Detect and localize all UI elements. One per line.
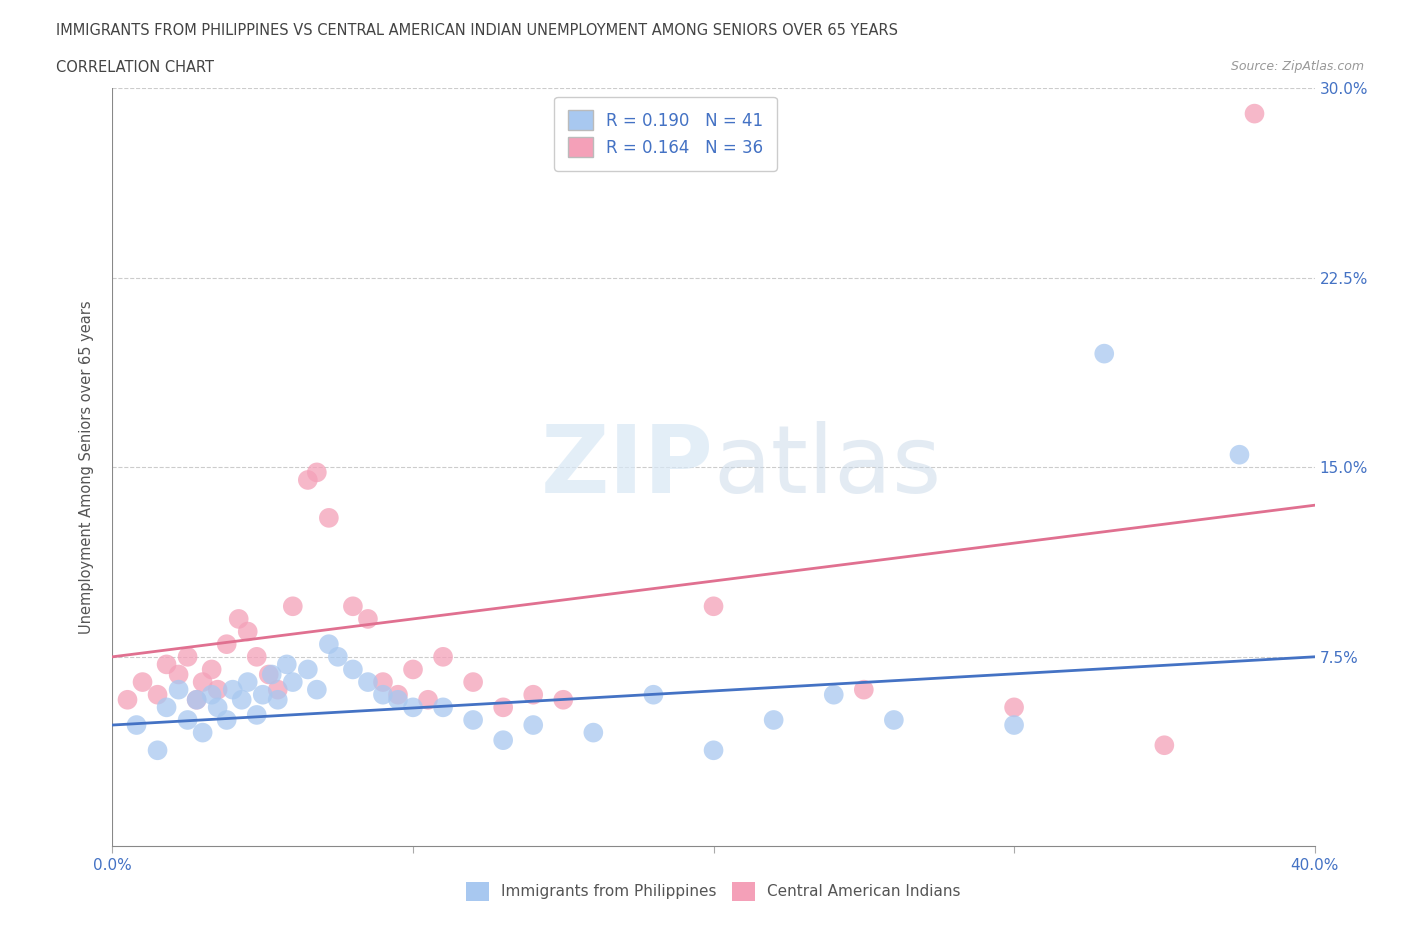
Point — [276, 657, 298, 671]
Point — [131, 674, 153, 689]
Point — [186, 692, 208, 707]
Point — [1229, 447, 1251, 462]
Point — [281, 674, 304, 689]
Point — [643, 687, 665, 702]
Point — [326, 649, 349, 664]
Point — [201, 662, 224, 677]
Point — [215, 637, 238, 652]
Point — [371, 674, 394, 689]
Point — [201, 687, 224, 702]
Point — [357, 612, 380, 627]
Point — [762, 712, 785, 727]
Point — [267, 692, 290, 707]
Point — [167, 667, 190, 682]
Legend: Immigrants from Philippines, Central American Indians: Immigrants from Philippines, Central Ame… — [460, 876, 967, 907]
Point — [191, 725, 214, 740]
Point — [1153, 737, 1175, 752]
Point — [260, 667, 283, 682]
Point — [257, 667, 280, 682]
Point — [215, 712, 238, 727]
Text: Source: ZipAtlas.com: Source: ZipAtlas.com — [1230, 60, 1364, 73]
Point — [207, 683, 229, 698]
Point — [432, 700, 454, 715]
Point — [176, 649, 198, 664]
Point — [702, 599, 725, 614]
Point — [155, 657, 177, 671]
Point — [702, 743, 725, 758]
Point — [305, 465, 328, 480]
Point — [1002, 700, 1025, 715]
Point — [582, 725, 605, 740]
Point — [1092, 346, 1115, 361]
Point — [402, 662, 425, 677]
Point — [1002, 718, 1025, 733]
Point — [155, 700, 177, 715]
Point — [236, 674, 259, 689]
Point — [461, 712, 484, 727]
Point — [281, 599, 304, 614]
Point — [297, 662, 319, 677]
Point — [246, 649, 269, 664]
Point — [342, 599, 364, 614]
Point — [252, 687, 274, 702]
Point — [416, 692, 439, 707]
Text: CORRELATION CHART: CORRELATION CHART — [56, 60, 214, 75]
Point — [461, 674, 484, 689]
Point — [522, 718, 544, 733]
Point — [883, 712, 905, 727]
Point — [823, 687, 845, 702]
Point — [402, 700, 425, 715]
Point — [387, 692, 409, 707]
Point — [186, 692, 208, 707]
Point — [852, 683, 875, 698]
Point — [167, 683, 190, 698]
Point — [246, 708, 269, 723]
Point — [146, 687, 169, 702]
Point — [371, 687, 394, 702]
Point — [305, 683, 328, 698]
Text: IMMIGRANTS FROM PHILIPPINES VS CENTRAL AMERICAN INDIAN UNEMPLOYMENT AMONG SENIOR: IMMIGRANTS FROM PHILIPPINES VS CENTRAL A… — [56, 23, 898, 38]
Point — [318, 637, 340, 652]
Point — [387, 687, 409, 702]
Point — [207, 700, 229, 715]
Point — [342, 662, 364, 677]
Point — [492, 700, 515, 715]
Point — [492, 733, 515, 748]
Point — [117, 692, 139, 707]
Point — [318, 511, 340, 525]
Point — [191, 674, 214, 689]
Point — [125, 718, 148, 733]
Point — [297, 472, 319, 487]
Point — [236, 624, 259, 639]
Point — [267, 683, 290, 698]
Point — [522, 687, 544, 702]
Text: ZIP: ZIP — [541, 421, 713, 513]
Text: atlas: atlas — [713, 421, 942, 513]
Y-axis label: Unemployment Among Seniors over 65 years: Unemployment Among Seniors over 65 years — [79, 300, 94, 634]
Point — [176, 712, 198, 727]
Point — [231, 692, 253, 707]
Point — [146, 743, 169, 758]
Point — [222, 683, 245, 698]
Point — [432, 649, 454, 664]
Point — [228, 612, 250, 627]
Point — [553, 692, 575, 707]
Point — [1243, 106, 1265, 121]
Point — [357, 674, 380, 689]
